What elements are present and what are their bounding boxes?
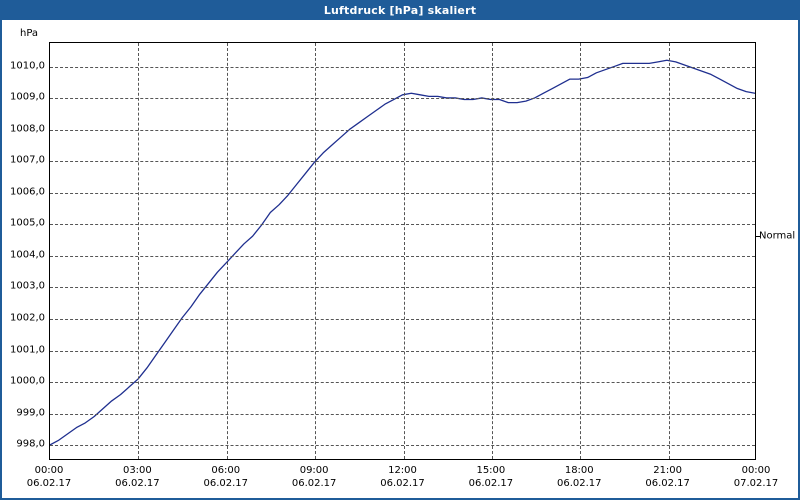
y-axis-tick-label: 999,0 — [16, 407, 45, 419]
y-axis-tick-label: 1005,0 — [10, 217, 45, 229]
y-axis-tick-labels: 998,0 999,0 1000,0 1001,0 1002,0 1003,0 1004,0… — [2, 42, 45, 460]
gridline-horizontal — [50, 66, 755, 68]
gridline-vertical — [226, 43, 228, 459]
x-axis-tick-label: 09:00 06.02.17 — [292, 464, 337, 490]
x-axis-tick-date: 06.02.17 — [380, 478, 425, 489]
y-axis-tick-label: 1003,0 — [10, 280, 45, 292]
x-axis-tick-date: 06.02.17 — [203, 478, 249, 489]
x-axis-tick-date: 06.02.17 — [26, 478, 72, 489]
x-axis-tick-label: 15:00 06.02.17 — [469, 464, 514, 490]
gridline-vertical — [580, 43, 582, 459]
window-title: Luftdruck [hPa] skaliert — [323, 4, 477, 17]
gridline-vertical — [138, 43, 140, 459]
gridline-vertical — [403, 43, 405, 459]
y-axis-tick-label: 1009,0 — [10, 91, 45, 103]
gridline-horizontal — [50, 224, 755, 226]
y-axis-unit-label: hPa — [20, 28, 39, 39]
normal-axis-tick — [756, 236, 760, 237]
x-axis-tick-label: 18:00 06.02.17 — [557, 464, 602, 490]
x-axis-tick-label: 03:00 06.02.17 — [115, 464, 160, 490]
x-axis-tick-date: 07.02.17 — [733, 478, 779, 489]
gridline-horizontal — [50, 161, 755, 163]
y-axis-tick-label: 1002,0 — [10, 312, 45, 324]
normal-annotation-label: Normal — [759, 230, 796, 242]
gridline-horizontal — [50, 413, 755, 415]
x-axis-tick-time: 00:00 — [741, 465, 771, 476]
gridline-horizontal — [50, 255, 755, 257]
plot-region — [49, 42, 756, 460]
x-axis-tick-time: 06:00 — [211, 465, 241, 476]
gridline-vertical — [668, 43, 670, 459]
x-axis-tick-label: 00:00 07.02.17 — [734, 464, 779, 490]
y-axis-tick-label: 1006,0 — [10, 186, 45, 198]
x-axis-tick-label: 12:00 06.02.17 — [380, 464, 425, 490]
x-axis-tick-time: 00:00 — [34, 465, 64, 476]
x-axis-tick-time: 18:00 — [564, 465, 594, 476]
x-axis-tick-date: 06.02.17 — [556, 478, 602, 489]
x-axis-tick-date: 06.02.17 — [645, 478, 690, 489]
x-axis-tick-time: 03:00 — [122, 465, 152, 476]
x-axis-tick-label: 00:00 06.02.17 — [27, 464, 72, 490]
x-axis-tick-time: 09:00 — [299, 465, 329, 476]
gridline-horizontal — [50, 192, 755, 194]
x-axis-tick-date: 06.02.17 — [115, 478, 160, 489]
gridline-horizontal — [50, 382, 755, 384]
gridline-horizontal — [50, 319, 755, 321]
y-axis-tick-label: 1008,0 — [10, 123, 45, 135]
x-axis-tick-time: 21:00 — [653, 465, 683, 476]
x-axis-tick-time: 15:00 — [476, 465, 506, 476]
y-axis-tick-label: 1007,0 — [10, 154, 45, 166]
gridline-horizontal — [50, 98, 755, 100]
gridline-vertical — [315, 43, 317, 459]
series-line-luftdruck — [50, 59, 755, 446]
gridline-horizontal — [50, 350, 755, 352]
x-axis-tick-label: 06:00 06.02.17 — [203, 464, 248, 490]
x-axis-tick-time: 12:00 — [388, 465, 417, 476]
chart-area: hPa 998,0 999,0 1000,0 1001,0 1002,0 1003,0 10… — [2, 20, 798, 498]
x-axis-tick-date: 06.02.17 — [468, 478, 514, 489]
y-axis-tick-label: 1001,0 — [10, 344, 45, 356]
x-axis-tick-labels: 00:00 06.02.17 03:00 06.02.17 06:00 06.02.17 0… — [27, 464, 779, 498]
y-axis-tick-label: 1010,0 — [10, 60, 45, 72]
gridline-horizontal — [50, 287, 755, 289]
gridline-vertical — [491, 43, 493, 459]
y-axis-tick-label: 1000,0 — [10, 375, 45, 387]
y-axis-tick-label: 1004,0 — [10, 249, 45, 261]
y-axis-tick-label: 998,0 — [16, 438, 45, 450]
gridline-horizontal — [50, 129, 755, 131]
x-axis-tick-label: 21:00 06.02.17 — [645, 464, 690, 490]
gridline-horizontal — [50, 445, 755, 447]
window-title-bar: Luftdruck [hPa] skaliert — [2, 2, 798, 20]
x-axis-tick-date: 06.02.17 — [291, 478, 337, 489]
